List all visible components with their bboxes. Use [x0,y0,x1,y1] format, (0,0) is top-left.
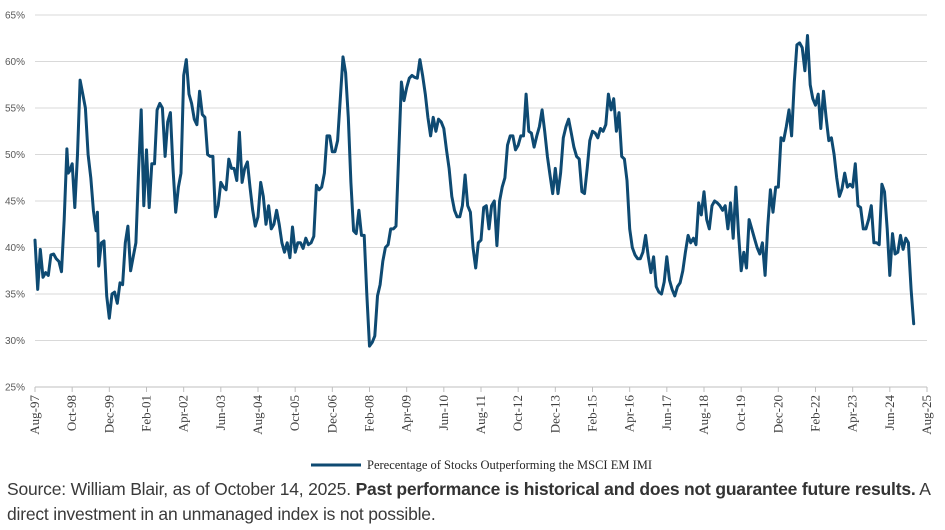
series-layer [33,34,916,348]
x-tick-label: Apr-02 [176,395,191,432]
legend-label: Perecentage of Stocks Outperforming the … [367,458,652,472]
legend: Perecentage of Stocks Outperforming the … [311,458,652,472]
x-tick-label: Dec-20 [770,395,785,433]
x-tick-label: Feb-08 [362,395,377,432]
x-tick-label: Oct-98 [64,395,79,431]
x-tick-label: Feb-22 [808,395,823,432]
x-tick-label: Aug-18 [696,395,711,435]
x-tick-label: Jun-10 [436,395,451,430]
x-tick-label: Apr-23 [845,395,860,432]
x-tick-label: Jun-17 [659,395,674,431]
line-chart: 25% 30% 35% 40% 45% 50% 55% 60% 65% Aug-97 Oct-98… [5,11,934,473]
y-tick-label: 25% [5,383,25,394]
y-tick-label: 40% [5,243,25,254]
y-tick-label: 50% [5,150,25,161]
footnote-disclaimer: Past performance is historical and does … [355,479,916,499]
footnote: Source: William Blair, as of October 14,… [7,477,937,527]
y-tick-label: 35% [5,290,25,301]
x-tick-label: Oct-05 [287,395,302,431]
y-tick-label: 55% [5,104,25,115]
x-tick-label: Aug-25 [919,395,934,435]
x-tick-label: Oct-19 [733,395,748,431]
gridlines [35,14,927,341]
x-tick-label: Jun-03 [213,395,228,430]
x-tick-label: Apr-09 [399,395,414,432]
y-tick-label: 30% [5,336,25,347]
x-axis-ticks: Aug-97 Oct-98 Dec-99 Feb-01 Apr-02 Jun-03 Aug-… [27,387,934,435]
x-tick-label: Dec-13 [547,395,562,433]
y-tick-label: 65% [5,11,25,22]
y-tick-label: 60% [5,57,25,68]
x-tick-label: Jun-24 [882,395,897,431]
footnote-tail: A direct investment in an unmanaged inde… [7,479,930,524]
x-tick-label: Feb-15 [585,395,600,432]
y-tick-label: 45% [5,197,25,208]
x-tick-label: Oct-12 [510,395,525,431]
x-tick-label: Aug-97 [27,395,42,435]
x-tick-label: Aug-04 [250,395,265,435]
x-tick-label: Dec-06 [324,395,339,434]
footnote-source: Source: William Blair, as of October 14,… [7,479,351,499]
x-tick-label: Aug-11 [473,395,488,434]
x-tick-label: Dec-99 [101,395,116,433]
x-tick-label: Apr-16 [622,395,637,433]
x-tick-label: Feb-01 [139,395,154,432]
y-axis-ticks: 25% 30% 35% 40% 45% 50% 55% 60% 65% [5,11,25,394]
series-line [33,34,916,348]
